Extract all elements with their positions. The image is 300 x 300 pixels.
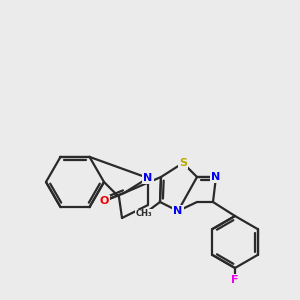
Text: CH₃: CH₃ bbox=[136, 209, 152, 218]
Text: N: N bbox=[173, 206, 183, 216]
Text: N: N bbox=[212, 172, 220, 182]
Text: N: N bbox=[143, 173, 153, 183]
Text: O: O bbox=[99, 196, 109, 206]
Text: F: F bbox=[231, 275, 239, 285]
Text: S: S bbox=[179, 158, 187, 168]
